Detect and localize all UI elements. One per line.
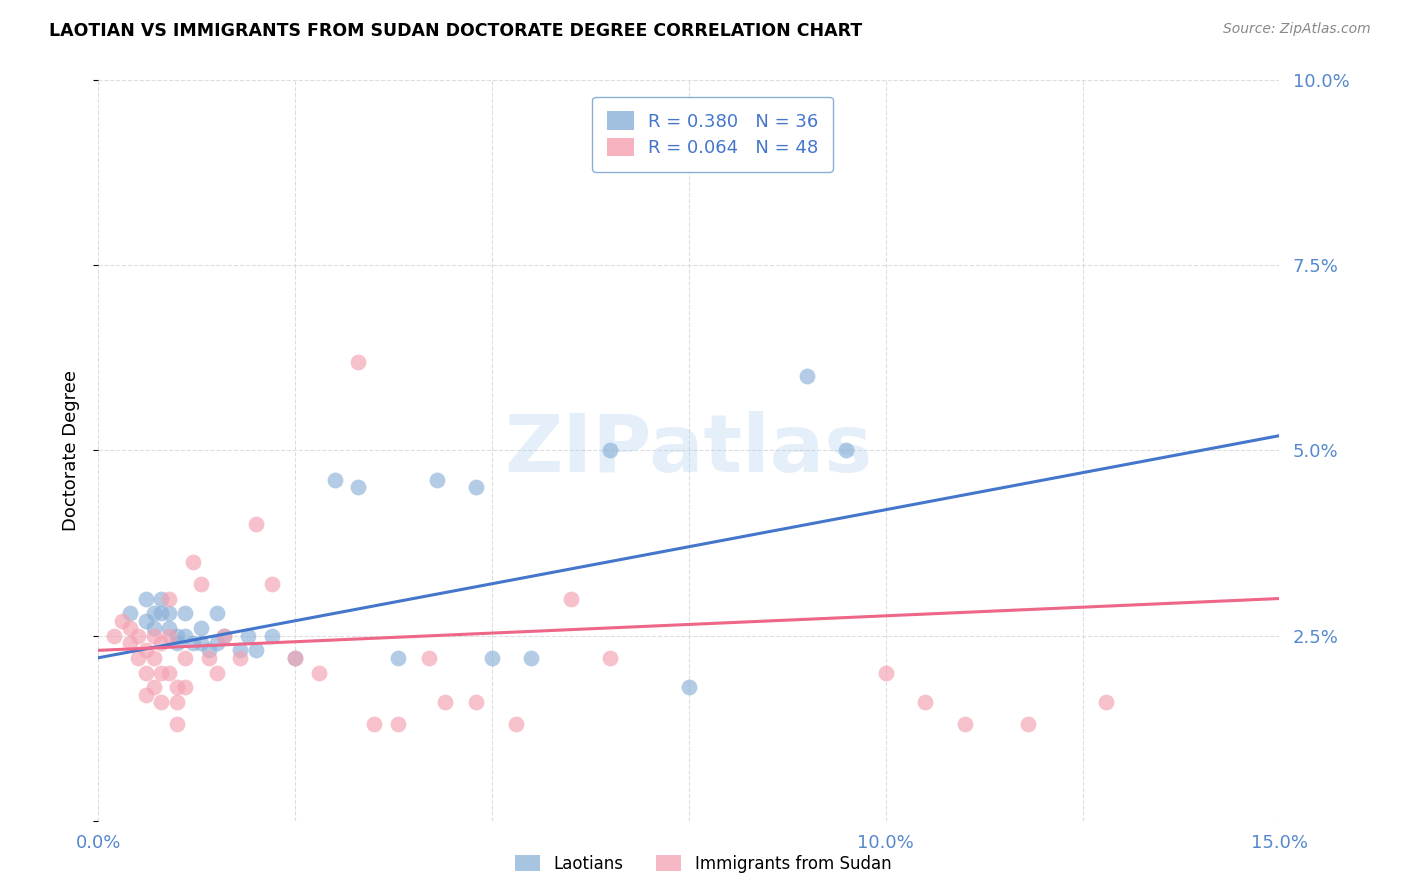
Point [481,650,503,665]
Point [465,481,488,495]
Text: ZIPatlas: ZIPatlas [505,411,873,490]
Point [157,607,180,621]
Point [520,650,543,665]
Point [150,695,173,709]
Point [150,636,173,650]
Point [118,621,141,635]
Point [433,695,456,709]
Point [197,643,219,657]
Point [245,517,267,532]
Point [614,110,637,124]
Point [142,650,165,665]
Point [426,473,449,487]
Point [142,607,165,621]
Point [1017,717,1039,731]
Point [835,443,858,458]
Point [347,481,370,495]
Point [260,628,283,642]
Point [914,695,936,709]
Point [560,591,582,606]
Point [127,628,149,642]
Text: Source: ZipAtlas.com: Source: ZipAtlas.com [1223,22,1371,37]
Point [190,636,212,650]
Point [190,576,212,591]
Point [229,650,252,665]
Point [142,681,165,695]
Point [1095,695,1118,709]
Point [142,621,165,635]
Point [150,607,173,621]
Point [127,650,149,665]
Point [166,636,188,650]
Point [174,650,197,665]
Point [111,614,134,628]
Point [103,628,125,642]
Point [181,636,204,650]
Point [205,636,228,650]
Point [118,636,141,650]
Point [323,473,346,487]
Y-axis label: Doctorate Degree: Doctorate Degree [62,370,80,531]
Point [174,628,197,642]
Point [166,681,188,695]
Point [205,607,228,621]
Point [150,665,173,680]
Point [205,665,228,680]
Legend: Laotians, Immigrants from Sudan: Laotians, Immigrants from Sudan [508,848,898,880]
Point [284,650,307,665]
Point [157,665,180,680]
Point [157,628,180,642]
Point [599,443,621,458]
Point [284,650,307,665]
Text: LAOTIAN VS IMMIGRANTS FROM SUDAN DOCTORATE DEGREE CORRELATION CHART: LAOTIAN VS IMMIGRANTS FROM SUDAN DOCTORA… [49,22,862,40]
Point [135,643,157,657]
Point [214,628,236,642]
Point [953,717,976,731]
Point [599,650,621,665]
Point [150,591,173,606]
Point [418,650,440,665]
Point [135,688,157,702]
Point [236,628,259,642]
Point [174,681,197,695]
Point [229,643,252,657]
Point [166,628,188,642]
Point [166,717,188,731]
Point [166,695,188,709]
Point [678,681,700,695]
Point [245,643,267,657]
Point [142,628,165,642]
Point [190,621,212,635]
Point [174,607,197,621]
Point [135,591,157,606]
Point [505,717,527,731]
Point [197,650,219,665]
Point [387,650,409,665]
Point [465,695,488,709]
Point [363,717,385,731]
Point [135,614,157,628]
Point [214,628,236,642]
Point [157,591,180,606]
Point [347,354,370,368]
Point [157,621,180,635]
Point [308,665,330,680]
Point [387,717,409,731]
Point [135,665,157,680]
Point [796,369,818,384]
Point [181,554,204,569]
Legend: R = 0.380   N = 36, R = 0.064   N = 48: R = 0.380 N = 36, R = 0.064 N = 48 [592,96,832,171]
Point [260,576,283,591]
Point [875,665,897,680]
Point [118,607,141,621]
